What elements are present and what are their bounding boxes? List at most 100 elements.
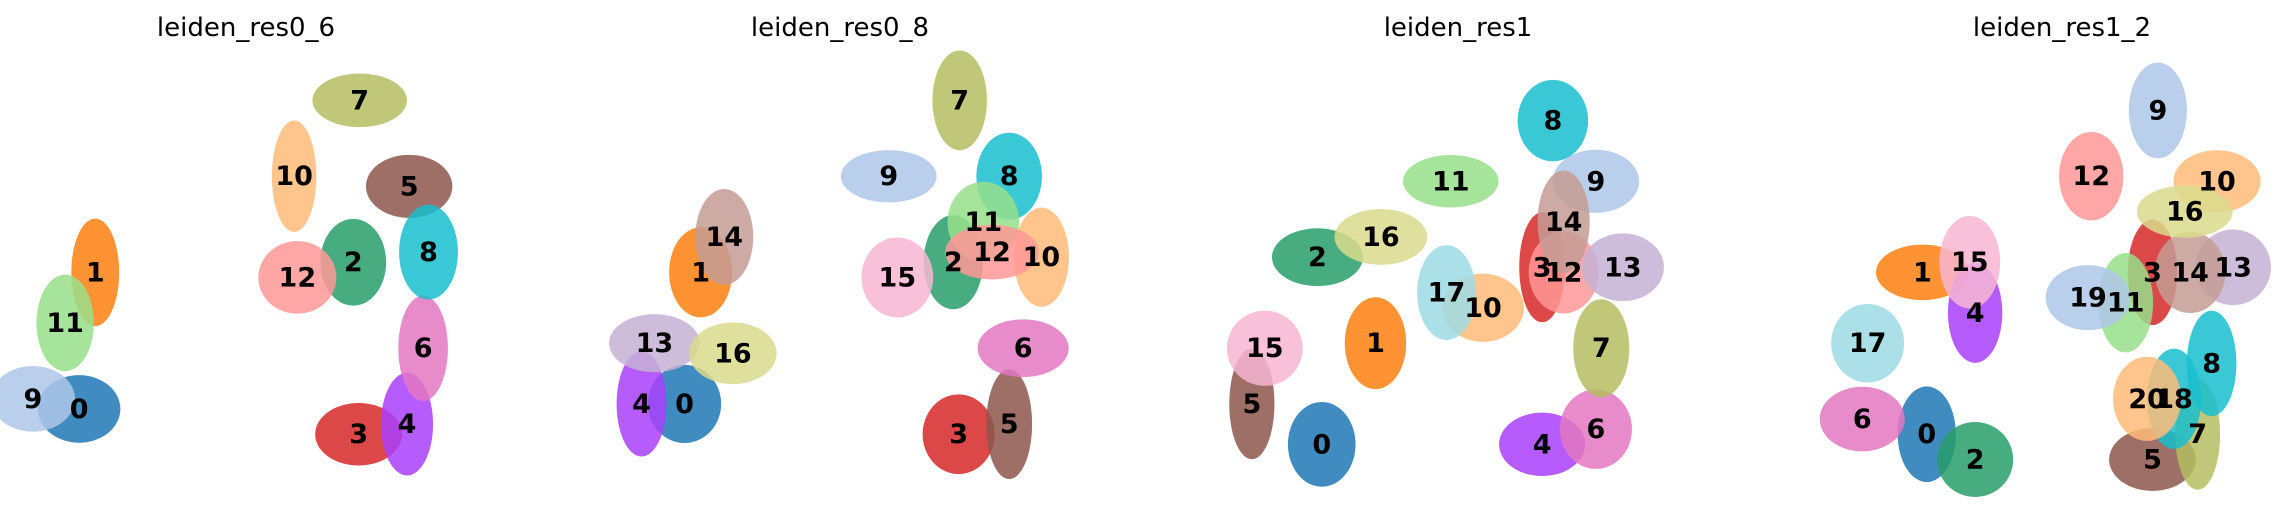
cluster-label-3-9: 9 bbox=[1586, 166, 1605, 197]
cluster-label-4-4: 4 bbox=[1966, 298, 1985, 329]
cluster-points-1-5 bbox=[365, 154, 453, 218]
cluster-points-4-9 bbox=[2128, 62, 2187, 159]
cluster-label-4-5: 5 bbox=[2143, 445, 2162, 476]
cluster-label-4-0: 0 bbox=[1917, 419, 1936, 450]
cluster-label-4-20: 20 bbox=[2128, 384, 2166, 415]
cluster-label-3-13: 13 bbox=[1604, 252, 1642, 283]
cluster-label-4-9: 9 bbox=[2148, 95, 2167, 126]
cluster-label-2-4: 4 bbox=[632, 389, 651, 420]
cluster-points-2-10 bbox=[1013, 207, 1069, 307]
cluster-label-2-5: 5 bbox=[1000, 409, 1019, 440]
cluster-label-3-5: 5 bbox=[1242, 389, 1261, 420]
cluster-label-2-10: 10 bbox=[1023, 242, 1061, 273]
cluster-label-2-14: 14 bbox=[705, 222, 743, 253]
cluster-label-2-16: 16 bbox=[714, 338, 752, 369]
cluster-label-1-0: 0 bbox=[70, 394, 89, 425]
cluster-points-1-12 bbox=[258, 241, 337, 314]
panel-title-leiden-res1: leiden_res1 bbox=[1384, 13, 1533, 43]
cluster-label-2-7: 7 bbox=[950, 85, 969, 116]
cluster-label-3-3: 3 bbox=[1533, 252, 1552, 283]
cluster-points-3-13 bbox=[1581, 233, 1664, 302]
cluster-label-2-6: 6 bbox=[1014, 333, 1033, 364]
cluster-label-4-16: 16 bbox=[2166, 197, 2204, 228]
cluster-label-2-11: 11 bbox=[965, 207, 1003, 238]
panel-title-leiden-res0-8: leiden_res0_8 bbox=[751, 13, 929, 43]
cluster-points-3-0 bbox=[1287, 401, 1356, 487]
cluster-points-2-6 bbox=[977, 319, 1069, 378]
cluster-points-2-4 bbox=[616, 351, 667, 457]
cluster-label-2-3: 3 bbox=[949, 419, 968, 450]
cluster-label-3-12: 12 bbox=[1545, 257, 1583, 288]
cluster-label-3-15: 15 bbox=[1246, 333, 1284, 364]
cluster-label-4-13: 13 bbox=[2214, 252, 2252, 283]
cluster-label-2-0: 0 bbox=[675, 389, 694, 420]
cluster-label-4-7: 7 bbox=[2188, 419, 2207, 450]
cluster-points-1-9 bbox=[0, 366, 75, 432]
cluster-points-2-3 bbox=[922, 394, 995, 475]
cluster-label-1-5: 5 bbox=[400, 171, 419, 202]
cluster-label-1-11: 11 bbox=[46, 308, 84, 339]
cluster-points-4-16 bbox=[2136, 185, 2233, 238]
cluster-points-2-14 bbox=[695, 188, 754, 285]
cluster-label-1-3: 3 bbox=[349, 419, 368, 450]
cluster-label-3-8: 8 bbox=[1543, 106, 1562, 137]
cluster-label-4-2: 2 bbox=[1966, 445, 1985, 476]
cluster-points-4-17 bbox=[1831, 303, 1905, 383]
cluster-points-1-6 bbox=[398, 295, 448, 402]
cluster-label-3-14: 14 bbox=[1545, 207, 1583, 238]
cluster-points-3-8 bbox=[1517, 79, 1589, 162]
cluster-points-2-0 bbox=[647, 364, 722, 443]
cluster-points-2-9 bbox=[840, 150, 937, 203]
cluster-points-3-14 bbox=[1537, 170, 1590, 274]
cluster-points-2-15 bbox=[861, 237, 934, 318]
cluster-points-4-20 bbox=[2113, 356, 2182, 441]
cluster-points-2-13 bbox=[609, 314, 700, 373]
cluster-label-1-7: 7 bbox=[350, 85, 369, 116]
cluster-label-3-0: 0 bbox=[1312, 429, 1331, 460]
cluster-label-1-12: 12 bbox=[279, 262, 317, 293]
cluster-label-3-10: 10 bbox=[1464, 293, 1502, 324]
cluster-points-3-16 bbox=[1334, 209, 1428, 265]
cluster-label-4-11: 11 bbox=[2107, 288, 2145, 319]
cluster-points-1-10 bbox=[271, 120, 317, 232]
cluster-label-3-17: 17 bbox=[1428, 278, 1466, 309]
cluster-label-4-8: 8 bbox=[2202, 348, 2221, 379]
cluster-points-2-16 bbox=[689, 322, 777, 385]
cluster-label-4-18: 18 bbox=[2155, 384, 2193, 415]
cluster-label-2-9: 9 bbox=[879, 161, 898, 192]
cluster-label-2-15: 15 bbox=[879, 262, 917, 293]
panel-title-leiden-res0-6: leiden_res0_6 bbox=[157, 13, 335, 43]
cluster-label-2-13: 13 bbox=[636, 328, 674, 359]
cluster-label-2-2: 2 bbox=[944, 247, 963, 278]
cluster-label-4-15: 15 bbox=[1951, 247, 1989, 278]
cluster-points-1-8 bbox=[399, 204, 458, 300]
cluster-points-3-17 bbox=[1417, 245, 1476, 341]
cluster-points-4-12 bbox=[2059, 131, 2124, 221]
cluster-label-3-6: 6 bbox=[1586, 414, 1605, 445]
cluster-label-2-1: 1 bbox=[691, 257, 710, 288]
cluster-label-2-12: 12 bbox=[973, 237, 1011, 268]
cluster-label-1-6: 6 bbox=[414, 333, 433, 364]
cluster-label-1-4: 4 bbox=[398, 409, 417, 440]
cluster-points-1-7 bbox=[312, 73, 408, 128]
cluster-points-2-12 bbox=[945, 224, 1039, 280]
cluster-label-4-10: 10 bbox=[2198, 166, 2236, 197]
cluster-label-1-9: 9 bbox=[24, 384, 43, 415]
cluster-points-4-2 bbox=[1937, 422, 2014, 497]
cluster-points-3-7 bbox=[1573, 299, 1630, 398]
cluster-label-4-14: 14 bbox=[2171, 257, 2209, 288]
cluster-label-3-2: 2 bbox=[1308, 242, 1327, 273]
cluster-label-3-1: 1 bbox=[1366, 328, 1385, 359]
cluster-points-3-15 bbox=[1226, 310, 1303, 386]
cluster-label-1-1: 1 bbox=[86, 257, 105, 288]
cluster-label-4-1: 1 bbox=[1913, 257, 1932, 288]
cluster-points-4-14 bbox=[2154, 231, 2226, 314]
cluster-label-3-4: 4 bbox=[1533, 429, 1552, 460]
cluster-label-3-16: 16 bbox=[1362, 222, 1400, 253]
cluster-points-3-11 bbox=[1402, 155, 1499, 208]
cluster-label-4-19: 19 bbox=[2069, 283, 2107, 314]
cluster-points-1-11 bbox=[36, 274, 94, 372]
cluster-points-1-2 bbox=[320, 218, 387, 306]
